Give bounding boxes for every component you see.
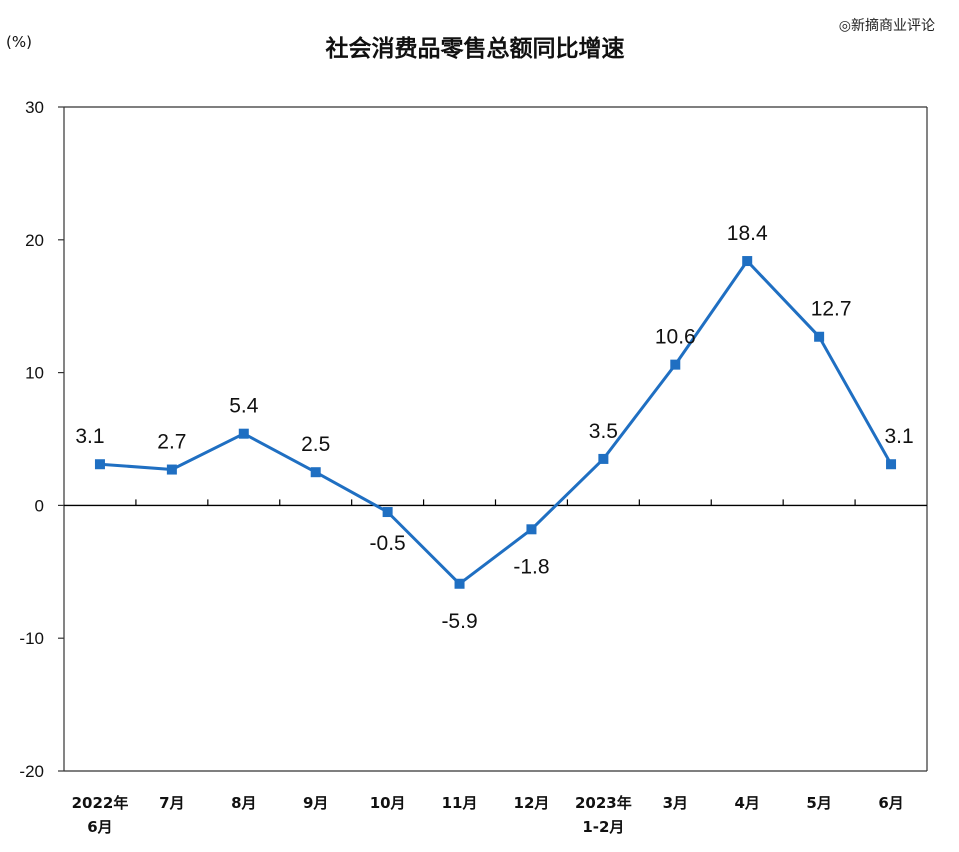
data-point bbox=[382, 507, 393, 518]
data-label: -5.9 bbox=[441, 610, 477, 633]
x-category-labels: 2022年 6月 7月 8月 9月 10月 11月 12月 2023年 1-2月 3月 4月 5月 6月 bbox=[72, 794, 904, 836]
data-labels: 3.1 2.7 5.4 2.5 -0.5 -5.9 -1.8 3.5 10.6 18.4 12.7 3… bbox=[75, 222, 913, 633]
x-category-label: 8月 bbox=[231, 794, 256, 812]
y-tick-label: -10 bbox=[19, 629, 44, 648]
data-point bbox=[670, 359, 681, 370]
x-axis-ticks bbox=[64, 499, 927, 507]
x-category-label: 2023年 bbox=[575, 794, 632, 812]
watermark: ◎新摘商业评论 bbox=[839, 17, 935, 34]
data-point bbox=[886, 459, 897, 470]
data-label: 3.5 bbox=[589, 420, 618, 443]
data-label: -1.8 bbox=[513, 555, 549, 578]
y-unit-label: (%) bbox=[6, 33, 32, 51]
y-axis-ticks: -20 -10 0 10 20 30 bbox=[19, 98, 64, 781]
x-category-label: 5月 bbox=[806, 794, 831, 812]
y-tick-label: -20 bbox=[19, 762, 44, 781]
data-label: 10.6 bbox=[655, 326, 696, 349]
data-point bbox=[94, 459, 105, 470]
x-category-label: 2022年 bbox=[72, 794, 129, 812]
data-label: 18.4 bbox=[727, 222, 768, 245]
series-line bbox=[99, 259, 893, 586]
data-label: 3.1 bbox=[884, 425, 913, 448]
x-category-label: 9月 bbox=[303, 794, 328, 812]
data-points bbox=[94, 256, 897, 589]
data-label: 2.7 bbox=[157, 431, 186, 454]
x-category-label: 3月 bbox=[663, 794, 688, 812]
y-tick-label: 30 bbox=[25, 98, 44, 117]
x-category-label: 1-2月 bbox=[582, 818, 624, 836]
chart-title: 社会消费品零售总额同比增速 bbox=[326, 35, 625, 62]
data-point bbox=[166, 464, 177, 475]
plot-frame bbox=[63, 106, 928, 772]
x-category-label: 6月 bbox=[87, 818, 112, 836]
x-category-label: 7月 bbox=[159, 794, 184, 812]
y-tick-label: 10 bbox=[25, 364, 44, 383]
data-label: 2.5 bbox=[301, 433, 330, 456]
data-point bbox=[742, 256, 753, 267]
data-point bbox=[238, 428, 249, 439]
x-category-label: 4月 bbox=[734, 794, 759, 812]
x-category-label: 6月 bbox=[878, 794, 903, 812]
data-label: -0.5 bbox=[370, 532, 406, 555]
data-point bbox=[310, 467, 321, 478]
data-label: 3.1 bbox=[75, 425, 104, 448]
x-category-label: 10月 bbox=[370, 794, 406, 812]
data-point bbox=[526, 524, 537, 535]
x-category-label: 12月 bbox=[514, 794, 550, 812]
y-tick-label: 0 bbox=[35, 496, 44, 515]
data-point bbox=[814, 331, 825, 342]
data-label: 5.4 bbox=[229, 395, 259, 418]
data-point bbox=[454, 578, 465, 589]
y-tick-label: 20 bbox=[25, 231, 44, 250]
series-polyline bbox=[99, 259, 893, 586]
x-category-label: 11月 bbox=[442, 794, 478, 812]
data-label: 12.7 bbox=[811, 298, 852, 321]
data-point bbox=[598, 453, 609, 464]
